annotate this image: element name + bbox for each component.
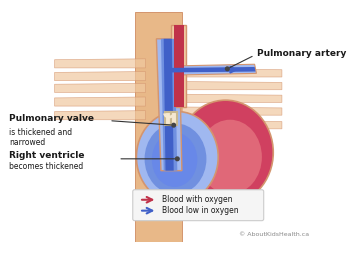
- Polygon shape: [171, 112, 177, 125]
- Polygon shape: [174, 25, 184, 107]
- Polygon shape: [168, 64, 256, 75]
- Text: becomes thickened: becomes thickened: [9, 162, 83, 170]
- Polygon shape: [182, 69, 282, 77]
- Text: Blood with oxygen: Blood with oxygen: [162, 195, 232, 204]
- Ellipse shape: [136, 112, 218, 202]
- Polygon shape: [156, 39, 182, 171]
- Text: Pulmonary artery: Pulmonary artery: [257, 49, 347, 58]
- Polygon shape: [164, 39, 174, 171]
- Circle shape: [225, 67, 229, 71]
- Ellipse shape: [198, 120, 262, 194]
- Text: is thickened and
narrowed: is thickened and narrowed: [9, 128, 72, 147]
- Text: Right ventricle: Right ventricle: [9, 151, 85, 160]
- Polygon shape: [54, 111, 146, 120]
- Polygon shape: [170, 67, 256, 72]
- Polygon shape: [54, 72, 146, 81]
- Polygon shape: [135, 11, 182, 248]
- Polygon shape: [141, 11, 162, 248]
- Ellipse shape: [152, 132, 197, 187]
- FancyBboxPatch shape: [133, 190, 264, 221]
- Polygon shape: [54, 59, 146, 68]
- Circle shape: [172, 123, 176, 127]
- Polygon shape: [171, 25, 187, 107]
- Polygon shape: [161, 39, 177, 171]
- Text: Blood low in oxygen: Blood low in oxygen: [162, 206, 239, 215]
- Ellipse shape: [145, 123, 206, 194]
- Ellipse shape: [178, 100, 273, 205]
- Polygon shape: [182, 107, 282, 115]
- Polygon shape: [182, 121, 282, 129]
- Text: © AboutKidsHealth.ca: © AboutKidsHealth.ca: [239, 232, 309, 237]
- Polygon shape: [182, 94, 282, 102]
- Text: Pulmonary valve: Pulmonary valve: [9, 114, 94, 123]
- Circle shape: [176, 157, 179, 161]
- Polygon shape: [54, 97, 146, 106]
- Polygon shape: [164, 112, 171, 125]
- Polygon shape: [182, 82, 282, 90]
- Polygon shape: [54, 83, 146, 92]
